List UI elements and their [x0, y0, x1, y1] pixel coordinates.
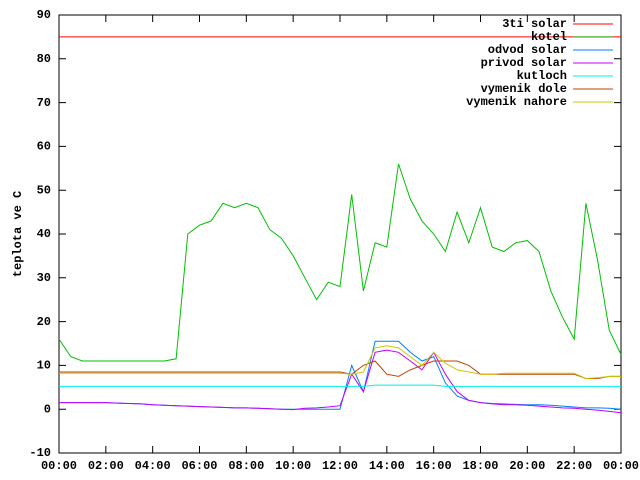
- y-tick-label: 40: [37, 227, 51, 241]
- y-tick-label: 20: [37, 315, 51, 329]
- x-tick-label: 10:00: [275, 459, 311, 473]
- x-tick-label: 18:00: [462, 459, 498, 473]
- x-tick-label: 00:00: [603, 459, 639, 473]
- x-tick-label: 08:00: [228, 459, 264, 473]
- y-tick-label: 90: [37, 8, 51, 22]
- legend-label: privod solar: [481, 56, 567, 70]
- x-tick-label: 14:00: [369, 459, 405, 473]
- y-tick-label: -10: [29, 446, 51, 460]
- series-line: [59, 349, 622, 414]
- x-tick-label: 22:00: [556, 459, 592, 473]
- legend-label: odvod solar: [488, 43, 567, 57]
- legend-label: kotel: [531, 30, 567, 44]
- legend-label: kutloch: [517, 69, 567, 83]
- x-tick-label: 12:00: [322, 459, 358, 473]
- y-axis-label: teplota ve C: [11, 191, 25, 277]
- series-line: [59, 345, 621, 380]
- y-tick-label: 10: [37, 359, 51, 373]
- legend-label: vymenik dole: [481, 82, 567, 96]
- x-tick-label: 04:00: [135, 459, 171, 473]
- y-tick-label: 30: [37, 271, 51, 285]
- series-line: [59, 360, 621, 379]
- legend-label: 3ti solar: [502, 17, 567, 31]
- x-tick-label: 00:00: [41, 459, 77, 473]
- series-line: [59, 384, 621, 387]
- y-tick-label: 60: [37, 140, 51, 154]
- x-tick-label: 06:00: [181, 459, 217, 473]
- x-tick-label: 20:00: [509, 459, 545, 473]
- y-tick-label: 70: [37, 96, 51, 110]
- legend-label: vymenik nahore: [466, 95, 567, 109]
- x-tick-label: 02:00: [88, 459, 124, 473]
- y-tick-label: 80: [37, 52, 51, 66]
- y-tick-label: 50: [37, 183, 51, 197]
- series-line: [59, 340, 622, 410]
- series-line: [58, 163, 622, 362]
- x-tick-label: 16:00: [416, 459, 452, 473]
- y-tick-label: 0: [44, 402, 51, 416]
